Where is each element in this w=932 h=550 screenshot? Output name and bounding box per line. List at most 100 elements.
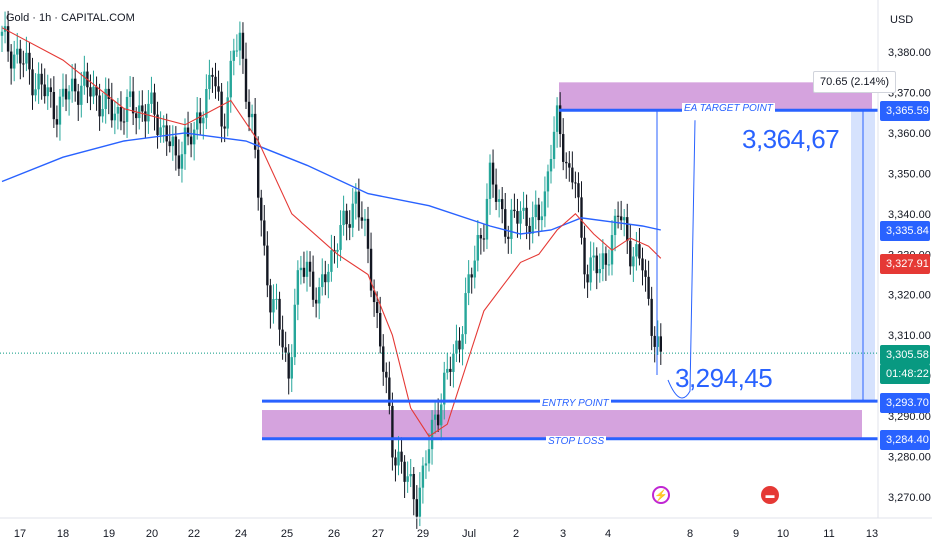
candle-body (626, 217, 629, 241)
candle-body (272, 299, 275, 313)
candle-body (25, 52, 28, 64)
y-tick-label: 3,320.00 (888, 290, 931, 302)
candle-body (619, 216, 623, 221)
x-tick-label: 24 (235, 528, 247, 540)
candle-body (150, 92, 153, 104)
y-tick-label: 3,350.00 (888, 168, 931, 180)
candle-body (488, 162, 492, 199)
candle-body (403, 461, 406, 482)
stop-price-tag: 3,284.40 (880, 430, 930, 450)
candle-body (391, 405, 394, 458)
candle-body (644, 270, 647, 277)
candle-body (183, 127, 187, 155)
candle-body (543, 191, 547, 217)
y-tick-label: 3,280.00 (888, 452, 931, 464)
lightning-event-icon[interactable]: ⚡ (652, 486, 670, 504)
candle-body (116, 107, 120, 114)
time-axis[interactable]: 17 18 19 20 22 24 25 26 27 29 Jul 2 3 4 8 9 10 11 13 (0, 517, 932, 540)
candle-body (372, 290, 376, 303)
candle-body (186, 127, 190, 137)
candle-body (293, 304, 296, 358)
candle-body (540, 216, 544, 221)
x-tick-label: 11 (823, 528, 834, 540)
us-flag-event-icon[interactable]: ▬ (761, 486, 779, 504)
candle-body (58, 96, 62, 125)
candle-body (9, 51, 13, 69)
candle-body (418, 487, 422, 517)
candle-body (397, 451, 400, 466)
x-tick-label: 13 (866, 528, 878, 540)
x-tick-label: 4 (605, 528, 611, 540)
candle-body (568, 163, 571, 168)
candle-body (208, 74, 211, 90)
candle-body (241, 32, 245, 59)
candle-body (641, 258, 644, 271)
candle-body (522, 207, 525, 211)
candle-body (290, 357, 293, 379)
candle-body (342, 210, 345, 226)
candle-body (296, 270, 300, 305)
candle-body (360, 217, 364, 221)
candle-body (616, 215, 620, 217)
candle-body (424, 463, 428, 466)
candle-body (253, 113, 257, 150)
candle-body (421, 465, 425, 488)
candle-body (131, 91, 135, 114)
candle-body (299, 267, 303, 271)
candle-body (220, 91, 223, 127)
x-tick-label: 19 (103, 528, 115, 540)
candle-body (107, 88, 110, 99)
candle-body (110, 98, 113, 121)
candle-body (214, 76, 217, 87)
candle-body (250, 113, 254, 118)
candle-body (470, 274, 473, 278)
candle-body (598, 269, 601, 274)
candle-body (443, 372, 446, 405)
candle-body (562, 134, 565, 162)
candle-body (269, 285, 272, 313)
candle-body (479, 234, 483, 239)
candle-body (339, 225, 342, 250)
price-axis[interactable]: 3,270.003,280.003,290.003,300.003,310.00… (877, 0, 931, 518)
candle-body (223, 126, 226, 129)
candle-body (357, 191, 361, 218)
candle-body (449, 368, 452, 372)
candle-body (494, 184, 498, 202)
stop-zone (262, 410, 862, 439)
candle-body (165, 125, 168, 142)
currency-label[interactable]: USD (890, 14, 914, 26)
candle-body (287, 352, 290, 379)
candle-body (144, 111, 147, 122)
candle-body (153, 92, 156, 115)
candle-body (180, 154, 184, 169)
candle-body (613, 215, 617, 236)
symbol-title[interactable]: Gold · 1h · CAPITAL.COM (6, 12, 135, 24)
candle-body (31, 69, 34, 96)
candle-body (577, 183, 580, 198)
candle-body (534, 204, 537, 218)
moving-average-red (1, 27, 662, 438)
candle-body (159, 127, 162, 136)
candle-body (104, 88, 107, 110)
candle-body (101, 109, 104, 117)
x-tick-label: 20 (146, 528, 158, 540)
candle-body (348, 224, 351, 228)
candle-body (604, 253, 608, 265)
candle-body (128, 91, 132, 97)
entry-value-label: 3,294,45 (675, 363, 773, 393)
candle-body (55, 119, 59, 125)
candle-body (247, 101, 251, 118)
candle-body (40, 73, 43, 85)
candle-body (513, 209, 516, 212)
candle-body (202, 117, 205, 124)
candle-body (607, 264, 611, 266)
candle-body (601, 253, 605, 270)
candle-body (16, 48, 19, 55)
y-tick-label: 3,290.00 (888, 411, 931, 423)
candle-body (278, 298, 281, 330)
candle-body (232, 50, 235, 61)
candle-body (211, 74, 214, 77)
candle-body (229, 60, 232, 98)
candle-body (501, 199, 504, 210)
